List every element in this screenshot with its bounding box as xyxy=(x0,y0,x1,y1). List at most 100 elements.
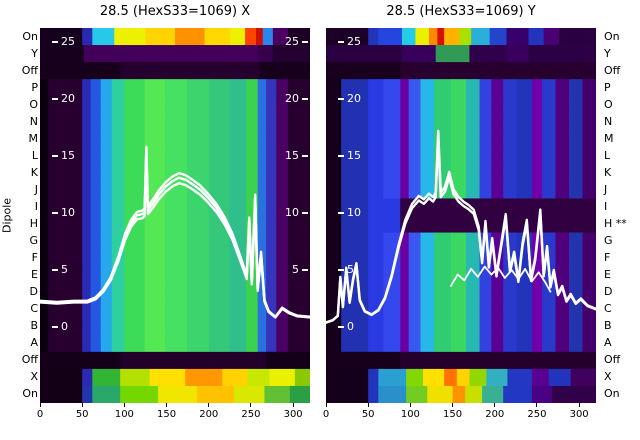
y-tick-mark xyxy=(338,269,344,271)
plot-y-title: 28.5 (HexS33=1069) Y xyxy=(386,4,536,19)
x-tick-mark xyxy=(409,403,411,407)
x-tick-label: 250 xyxy=(241,409,261,420)
inner-y-tick-label: 15 xyxy=(61,149,75,162)
row-label: I xyxy=(604,199,608,213)
row-label: Off xyxy=(21,353,38,367)
row-label: N xyxy=(29,114,38,128)
row-label: B xyxy=(30,319,38,333)
row-label: P xyxy=(31,80,38,94)
row-label: Off xyxy=(604,353,621,367)
x-tick-mark xyxy=(578,403,580,407)
x-tick-label: 50 xyxy=(361,409,375,420)
plot-x-heatmap xyxy=(40,28,310,403)
inner-y-tick-label: 25 xyxy=(61,35,75,48)
row-label: M xyxy=(28,131,39,145)
row-label: O xyxy=(29,97,38,111)
inner-y-tick: 25 xyxy=(338,35,361,49)
inner-y-tick-label: 15 xyxy=(347,149,361,162)
x-tick-label: 250 xyxy=(527,409,547,420)
inner-y-tick-label: 5 xyxy=(61,263,68,276)
x-tick-mark xyxy=(292,403,294,407)
row-label: K xyxy=(604,165,612,179)
x-tick-label: 200 xyxy=(485,409,505,420)
row-label: L xyxy=(31,148,38,162)
inner-y-tick: 20 xyxy=(338,92,361,106)
row-label: P xyxy=(604,80,611,94)
row-label: N xyxy=(604,114,613,128)
row-label: Y xyxy=(604,46,611,60)
inner-y-tick-label: 15 xyxy=(285,149,299,162)
inner-y-tick: 20 xyxy=(285,92,308,106)
row-labels-left: On Y Off P O N M L K J I H G F E D C B A Off X On xyxy=(4,28,38,403)
x-tick-mark xyxy=(367,403,369,407)
row-label: E xyxy=(604,268,611,282)
y-tick-mark xyxy=(52,155,58,157)
row-label: A xyxy=(604,336,612,350)
x-tick-mark xyxy=(39,403,41,407)
x-tick-label: 0 xyxy=(36,409,44,420)
plot-y-heatmap xyxy=(326,28,596,403)
inner-y-tick: 15 xyxy=(285,149,308,163)
row-label: D xyxy=(29,285,38,299)
row-label: D xyxy=(604,285,613,299)
x-tick-label: 200 xyxy=(199,409,219,420)
inner-y-tick: 0 xyxy=(338,320,354,334)
row-label: F xyxy=(31,251,38,265)
inner-y-tick: 15 xyxy=(338,149,361,163)
inner-y-tick-label: 10 xyxy=(347,206,361,219)
x-tick-label: 300 xyxy=(569,409,589,420)
x-tick-label: 150 xyxy=(157,409,177,420)
x-tick-mark xyxy=(536,403,538,407)
row-label: M xyxy=(604,131,614,145)
y-tick-mark xyxy=(338,155,344,157)
row-label: I xyxy=(34,199,38,213)
y-tick-mark xyxy=(52,269,58,271)
inner-y-tick: 20 xyxy=(52,92,75,106)
inner-y-tick: 0 xyxy=(52,320,68,334)
row-label: K xyxy=(30,165,38,179)
row-label: Off xyxy=(604,63,621,77)
y-tick-mark xyxy=(338,212,344,214)
x-tick-label: 150 xyxy=(443,409,463,420)
row-label: Y xyxy=(31,46,38,60)
y-tick-mark xyxy=(52,212,58,214)
x-tick-label: 100 xyxy=(114,409,134,420)
x-tick-mark xyxy=(452,403,454,407)
x-tick-mark xyxy=(208,403,210,407)
y-tick-mark xyxy=(52,98,58,100)
row-labels-right: On Y Off P O N M L K J I H ** G F E D C B A Off X On xyxy=(604,28,640,403)
row-label: C xyxy=(30,302,38,316)
y-tick-mark xyxy=(338,326,344,328)
row-label: X xyxy=(604,370,612,384)
y-tick-mark xyxy=(52,326,58,328)
row-label: On xyxy=(604,387,620,401)
y-tick-mark xyxy=(302,41,308,43)
row-label: H xyxy=(29,217,38,231)
y-tick-mark xyxy=(302,269,308,271)
x-tick-label: 300 xyxy=(283,409,303,420)
inner-y-tick-label: 20 xyxy=(61,92,75,105)
inner-y-tick-label: 20 xyxy=(285,92,299,105)
row-label: Off xyxy=(21,63,38,77)
inner-y-tick: 10 xyxy=(285,206,308,220)
y-tick-mark xyxy=(302,155,308,157)
y-tick-mark xyxy=(52,41,58,43)
plot-x-title: 28.5 (HexS33=1069) X xyxy=(99,4,251,19)
row-label: L xyxy=(604,148,611,162)
x-tick-mark xyxy=(325,403,327,407)
x-tick-label: 50 xyxy=(75,409,89,420)
inner-y-tick: 15 xyxy=(52,149,75,163)
plot-y-area: 25 20 15 10 5 0 xyxy=(326,28,596,403)
row-label: G xyxy=(29,234,38,248)
x-tick-label: 100 xyxy=(400,409,420,420)
inner-y-tick-label: 25 xyxy=(347,35,361,48)
inner-y-tick-label: 5 xyxy=(292,263,299,276)
row-label: X xyxy=(30,370,38,384)
y-tick-mark xyxy=(302,98,308,100)
inner-y-tick: 5 xyxy=(52,263,68,277)
x-tick-mark xyxy=(123,403,125,407)
x-tick-mark xyxy=(166,403,168,407)
row-label: A xyxy=(30,336,38,350)
x-tick-label: 0 xyxy=(322,409,330,420)
y-tick-mark xyxy=(338,98,344,100)
